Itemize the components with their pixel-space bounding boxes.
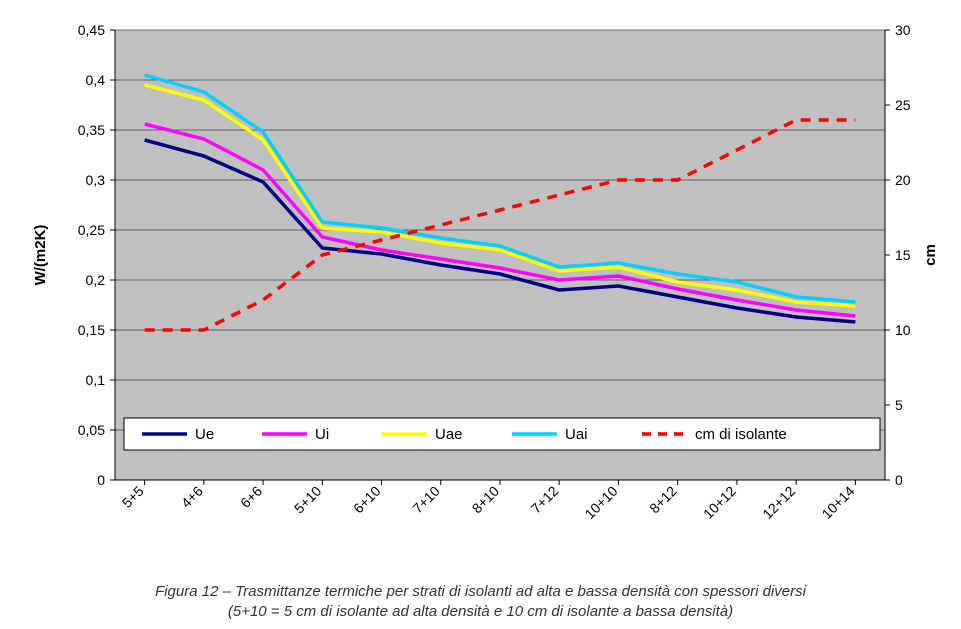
x-category-label: 6+10 [350,483,384,517]
x-category-label: 10+10 [581,483,620,522]
caption-line2: (5+10 = 5 cm di isolante ad alta densità… [228,603,733,620]
legend-label: Uai [565,426,588,443]
y-right-tick-label: 5 [895,397,903,413]
x-category-label: 5+5 [119,483,147,511]
x-category-label: 7+12 [528,483,562,517]
y-left-tick-label: 0 [97,472,105,488]
x-category-label: 4+6 [178,483,206,511]
caption-line1: Figura 12 – Trasmittanze termiche per st… [155,583,806,600]
x-category-label: 10+12 [700,483,739,522]
legend-label: cm di isolante [695,426,787,443]
y-left-tick-label: 0,25 [78,222,105,238]
x-category-label: 8+12 [646,483,680,517]
y-right-tick-label: 0 [895,472,903,488]
y-left-tick-label: 0,35 [78,122,105,138]
legend-label: Ue [195,426,214,443]
chart-svg: 0 0,05 0,1 0,15 0,2 0,25 0,3 0,35 0,4 0,45 W/(m2K)… [0,0,961,560]
y-left-tick-label: 0,45 [78,22,105,38]
y-left-tick-label: 0,3 [86,172,106,188]
figure-caption: Figura 12 – Trasmittanze termiche per st… [0,582,961,621]
x-category-label: 5+10 [291,483,325,517]
y-right-tick-label: 25 [895,97,911,113]
y-right-tick-label: 20 [895,172,911,188]
x-category-label: 6+6 [237,483,265,511]
y-right-tick-label: 15 [895,247,911,263]
y-left-tick-label: 0,05 [78,422,105,438]
x-category-label: 10+14 [818,483,857,522]
y-right-tick-label: 30 [895,22,911,38]
y-left-tick-label: 0,1 [86,372,106,388]
x-category-label: 7+10 [409,483,443,517]
y-left-tick-label: 0,2 [86,272,106,288]
y-left-tick-label: 0,15 [78,322,105,338]
x-category-label: 12+12 [759,483,798,522]
chart-container: { "chart": { "type": "line", "plot": { "… [0,0,961,629]
legend-label: Uae [435,426,463,443]
y-left-tick-label: 0,4 [86,72,106,88]
y-left-axis-title: W/(m2K) [32,225,49,286]
legend-label: Ui [315,426,329,443]
y-right-axis-title: cm [922,244,939,266]
x-category-label: 8+10 [469,483,503,517]
y-right-tick-label: 10 [895,322,911,338]
